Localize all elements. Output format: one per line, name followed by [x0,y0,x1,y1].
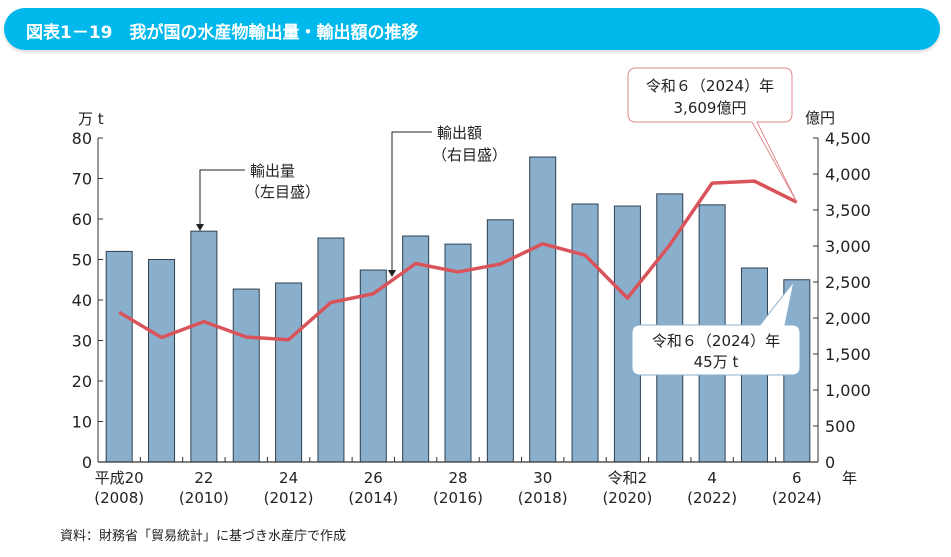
right-tick-label: 0 [825,453,835,472]
x-tick-label-year: (2016) [433,489,483,507]
left-tick-label: 40 [72,291,92,310]
bar-2009 [148,259,176,463]
left-tick-label: 50 [72,251,92,270]
figure-title: 図表1－19 我が国の水産物輸出量・輸出額の推移 [26,23,419,43]
bar-2016 [444,243,472,463]
title-bar: 図表1－19 我が国の水産物輸出量・輸出額の推移 [4,8,940,50]
left-tick-label: 30 [72,332,92,351]
right-tick-label: 1,000 [825,381,871,400]
right-tick-label: 4,000 [825,165,871,184]
x-tick-label-era: 22 [194,469,213,487]
volume-callout-line1: 令和６（2024）年 [652,332,780,350]
right-axis-unit: 億円 [805,109,835,127]
value-callout-line2: 3,609億円 [674,99,747,117]
x-tick-label-era: 30 [533,469,552,487]
left-tick-label: 80 [72,129,92,148]
right-tick-label: 4,500 [825,129,871,148]
x-tick-label-year: (2008) [94,489,144,507]
value-callout-box [627,67,798,203]
bar-2010 [190,230,218,463]
right-tick-label: 3,500 [825,201,871,220]
value-legend-axis: （右目盛） [432,146,507,164]
value-legend-label: 輸出額 [437,124,482,142]
left-tick-label: 70 [72,170,92,189]
chart: 0 10 20 30 40 50 60 70 80 0 500 1,000 1,500 2,000 2,50… [72,67,871,507]
x-tick-label-era: 4 [707,469,717,487]
x-tick-label-year: (2012) [264,489,314,507]
bar-2018 [529,156,557,463]
left-axis-unit: 万 t [78,110,104,128]
x-tick-label-year: (2024) [772,489,822,507]
left-tick-label: 60 [72,210,92,229]
x-tick-label-year: (2010) [179,489,229,507]
right-tick-label: 3,000 [825,237,871,256]
bar-2013 [317,237,345,463]
bar-2017 [486,219,514,463]
left-tick-label: 20 [72,372,92,391]
bar-2012 [275,282,303,463]
left-tick-label: 0 [82,453,92,472]
x-tick-label-era: 平成20 [95,469,144,487]
right-tick-label: 500 [825,417,856,436]
x-axis-unit: 年 [842,469,857,487]
source-note: 資料：財務省「貿易統計」に基づき水産庁で作成 [60,529,347,544]
x-tick-label-year: (2020) [602,489,652,507]
x-tick-label-year: (2018) [518,489,568,507]
right-tick-label: 1,500 [825,345,871,364]
arrow-icon [388,270,396,277]
volume-callout-line2: 45万 t [694,353,739,371]
x-tick-label-year: (2014) [348,489,398,507]
x-tick-label-era: 令和2 [608,469,648,487]
arrow-icon [196,224,204,231]
bar-2011 [232,288,260,463]
x-tick-label-era: 24 [279,469,298,487]
volume-legend-label: 輸出量 [250,162,295,180]
left-tick-label: 10 [72,413,92,432]
right-tick-label: 2,000 [825,309,871,328]
bar-2014 [359,269,387,463]
x-tick-label-era: 26 [364,469,383,487]
volume-legend-axis: （左目盛） [245,183,320,201]
bar-2015 [402,235,430,463]
volume-pointer-line [199,169,245,226]
volume-callout-box [631,281,801,376]
right-tick-label: 2,500 [825,273,871,292]
x-tick-label-era: 28 [448,469,467,487]
bar-2019 [571,203,599,463]
value-pointer-line [391,131,432,272]
x-tick-label-year: (2022) [687,489,737,507]
value-callout-line1: 令和６（2024）年 [646,77,774,95]
x-tick-label-era: 6 [792,469,802,487]
bar-2008 [105,250,133,463]
